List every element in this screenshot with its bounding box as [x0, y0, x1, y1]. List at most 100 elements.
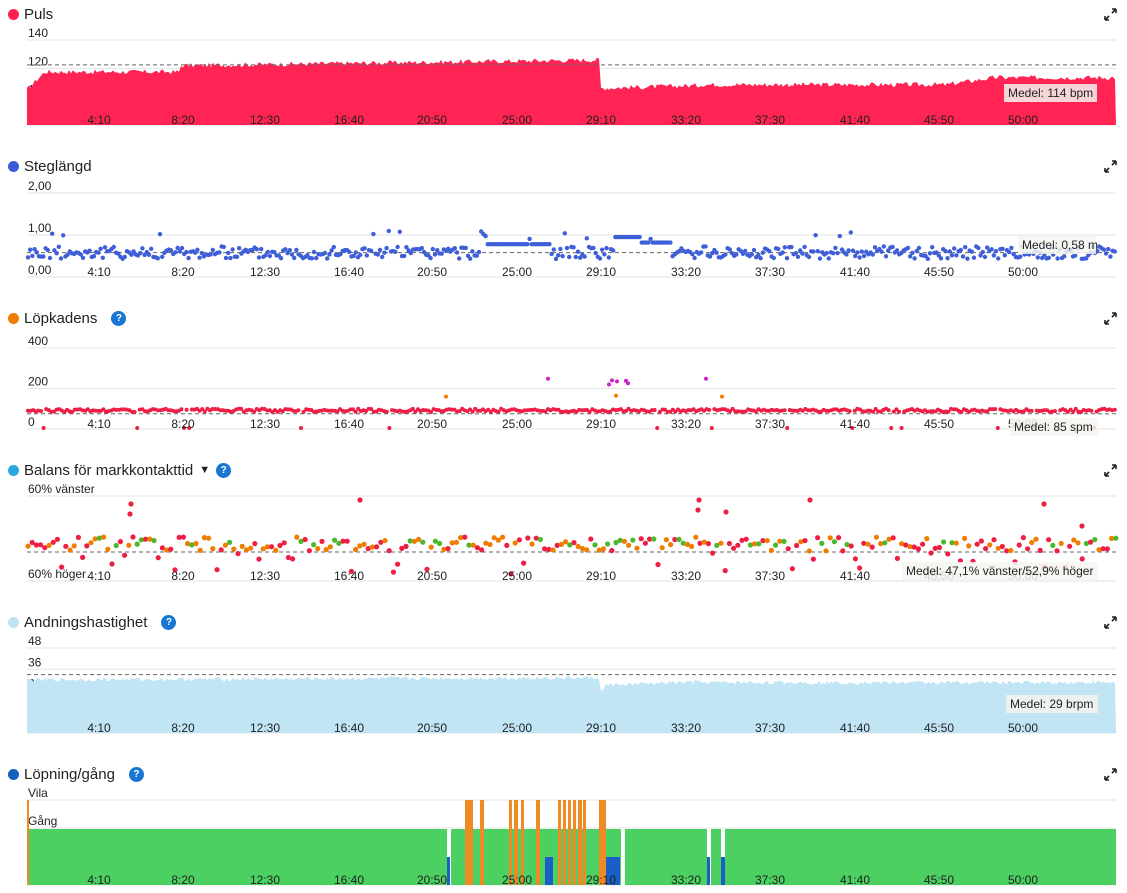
- stride-point: [311, 249, 317, 255]
- stride-point: [1062, 254, 1067, 259]
- balance-point: [558, 541, 565, 547]
- x-tick-label: 33:20: [671, 721, 701, 735]
- balance-point: [357, 497, 363, 503]
- balance-point: [1104, 546, 1110, 552]
- stride-point: [331, 244, 336, 250]
- stride-point: [287, 248, 292, 253]
- cadence-point: [871, 409, 875, 414]
- balance-point: [1075, 540, 1081, 546]
- balance-point: [130, 534, 136, 540]
- balance-point: [508, 571, 514, 577]
- cadence-point: [444, 394, 448, 399]
- x-tick-label: 16:40: [334, 569, 364, 583]
- stride-point: [1018, 254, 1023, 259]
- balance-point: [25, 543, 31, 549]
- help-icon[interactable]: ?: [161, 614, 177, 630]
- stride-point: [362, 246, 367, 251]
- help-icon[interactable]: ?: [128, 766, 144, 782]
- stride-point: [283, 247, 288, 252]
- stride-point: [567, 254, 572, 260]
- balance-point: [1113, 535, 1119, 541]
- stride-point: [980, 249, 985, 255]
- stride-point: [96, 250, 101, 255]
- stride-point: [404, 245, 409, 250]
- balance-point: [680, 540, 686, 546]
- balance-point: [424, 566, 430, 572]
- stride-point: [578, 255, 583, 260]
- panel-header: Steglängd: [8, 156, 92, 176]
- balance-point: [315, 546, 321, 552]
- series-color-dot: [8, 312, 19, 324]
- balance-point: [974, 541, 980, 547]
- stride-point: [131, 249, 136, 254]
- cadence-point: [587, 409, 592, 414]
- walk-run-band: [27, 829, 1116, 885]
- chart-plot[interactable]: 60% vänster 60% höger 4:10 8:20 12:30 16:40 20…: [0, 480, 1127, 608]
- expand-icon[interactable]: [1104, 768, 1117, 781]
- stride-point: [408, 250, 413, 256]
- balance-point: [621, 538, 628, 544]
- balance-point: [848, 543, 854, 549]
- chart-plot[interactable]: 4836241204:108:2012:3016:4020:5025:0029:…: [0, 632, 1127, 760]
- balance-point: [290, 556, 296, 562]
- stride-point: [905, 245, 911, 251]
- cadence-point: [709, 426, 714, 430]
- stride-point: [197, 255, 202, 260]
- balance-point: [1033, 536, 1039, 542]
- stride-point: [815, 249, 820, 254]
- chart-plot[interactable]: 140120100804:108:2012:3016:4020:5025:002…: [0, 24, 1127, 152]
- stride-point: [965, 256, 970, 261]
- mean-label: Medel: 114 bpm: [1008, 86, 1093, 100]
- chart-plot[interactable]: 2,00 1,00 0,00 4:10 8:20 12:30 16:40 20:50 25:00…: [0, 176, 1127, 304]
- y-tick-label: 140: [28, 26, 48, 40]
- expand-icon[interactable]: [1104, 160, 1117, 173]
- x-tick-label: 8:20: [171, 569, 195, 583]
- x-tick-label: 41:40: [840, 113, 870, 127]
- balance-point: [1050, 542, 1056, 548]
- stride-point: [228, 255, 233, 261]
- stride-point: [419, 245, 424, 251]
- stride-point: [826, 256, 831, 261]
- balance-point: [516, 537, 523, 543]
- x-tick-label: 33:20: [671, 265, 701, 279]
- chart-plot[interactable]: 400 200 0 4:10 8:20 12:30 16:40 20:50 25:00 29:10…: [0, 328, 1127, 456]
- y-tick-label: 200: [28, 375, 48, 389]
- balance-point: [96, 535, 102, 541]
- stride-point: [278, 256, 284, 261]
- chart-plot[interactable]: VilaGångLöpning4:108:2012:3016:4020:5025…: [0, 784, 1127, 893]
- expand-icon[interactable]: [1104, 8, 1117, 21]
- stride-point: [727, 247, 732, 252]
- balance-point: [332, 537, 338, 543]
- cadence-point: [41, 426, 46, 430]
- balance-point: [42, 545, 48, 551]
- stride-point: [100, 255, 106, 260]
- x-tick-label: 16:40: [334, 873, 364, 887]
- help-icon[interactable]: ?: [111, 310, 127, 326]
- stride-point: [525, 242, 530, 247]
- help-icon[interactable]: ?: [216, 462, 232, 478]
- balance-point: [504, 542, 510, 548]
- cadence-point: [101, 407, 106, 412]
- expand-icon[interactable]: [1104, 616, 1117, 629]
- balance-point: [785, 546, 791, 552]
- expand-icon[interactable]: [1104, 464, 1117, 477]
- stride-point: [771, 255, 776, 261]
- balance-point: [1058, 540, 1064, 547]
- dropdown-caret-icon[interactable]: ▼: [199, 464, 211, 476]
- stride-point: [870, 252, 875, 257]
- balance-point: [189, 542, 195, 548]
- series-color-dot: [8, 768, 19, 780]
- balance-point: [302, 536, 308, 543]
- balance-point: [655, 561, 661, 568]
- cadence-point: [899, 426, 904, 430]
- cadence-point: [1066, 409, 1070, 414]
- stride-point: [806, 254, 812, 260]
- expand-icon[interactable]: [1104, 312, 1117, 325]
- balance-point: [521, 560, 527, 566]
- stride-point: [428, 255, 433, 261]
- x-tick-label: 45:50: [924, 113, 954, 127]
- cadence-point: [995, 426, 1000, 430]
- balance-point: [802, 538, 808, 544]
- x-tick-label: 8:20: [171, 873, 195, 887]
- stride-point: [723, 252, 728, 257]
